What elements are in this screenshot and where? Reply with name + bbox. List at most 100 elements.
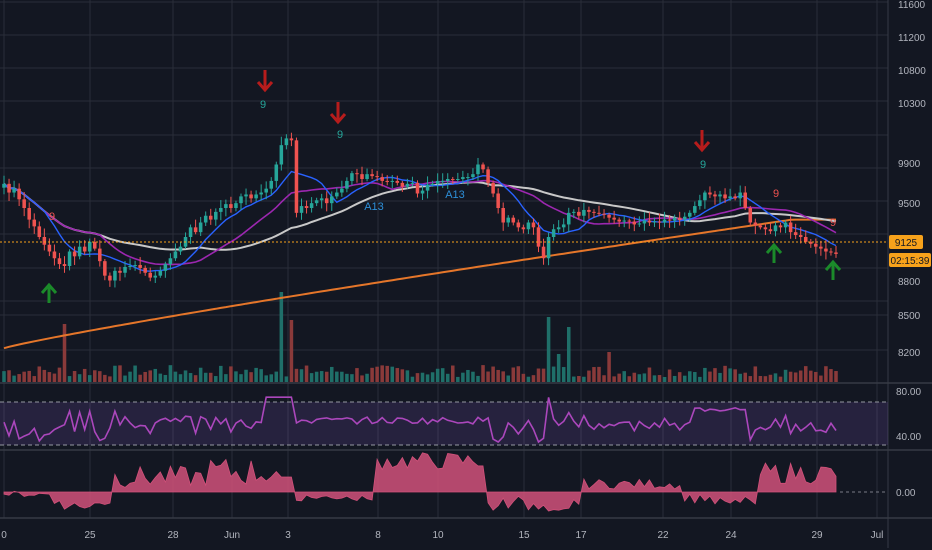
candle[interactable]	[289, 132, 294, 147]
candle[interactable]	[486, 166, 490, 188]
candle[interactable]	[693, 201, 697, 216]
candle[interactable]	[632, 216, 637, 232]
candle[interactable]	[577, 207, 581, 220]
candle[interactable]	[12, 180, 16, 198]
candle[interactable]	[193, 219, 198, 235]
candle[interactable]	[234, 200, 238, 212]
candle[interactable]	[521, 224, 526, 234]
candle[interactable]	[738, 185, 742, 207]
candle[interactable]	[178, 241, 183, 255]
candle[interactable]	[198, 216, 203, 236]
candle[interactable]	[768, 223, 773, 234]
candle[interactable]	[814, 238, 818, 254]
candle[interactable]	[108, 272, 112, 287]
candle[interactable]	[758, 223, 763, 230]
candle[interactable]	[370, 169, 374, 180]
candle[interactable]	[420, 185, 425, 200]
candle[interactable]	[647, 212, 652, 226]
candle[interactable]	[355, 168, 359, 183]
candle[interactable]	[546, 232, 551, 266]
candle[interactable]	[556, 220, 561, 233]
candle[interactable]	[203, 211, 208, 227]
candle[interactable]	[677, 211, 682, 226]
candle[interactable]	[158, 266, 163, 278]
candle[interactable]	[138, 257, 142, 274]
candle[interactable]	[536, 222, 541, 253]
candle[interactable]	[103, 258, 107, 281]
candle[interactable]	[602, 209, 606, 219]
candle[interactable]	[572, 209, 576, 219]
candle[interactable]	[597, 205, 601, 217]
candle[interactable]	[269, 177, 274, 195]
candle[interactable]	[62, 256, 67, 273]
oscillator-pane[interactable]	[3, 452, 888, 512]
candle[interactable]	[793, 223, 798, 240]
candle[interactable]	[208, 208, 213, 225]
candle[interactable]	[819, 240, 823, 256]
candle[interactable]	[7, 178, 11, 202]
candle[interactable]	[461, 170, 465, 184]
candle[interactable]	[748, 205, 753, 226]
candle[interactable]	[440, 173, 445, 188]
candle[interactable]	[163, 261, 168, 278]
candle[interactable]	[607, 212, 611, 223]
candle[interactable]	[219, 200, 223, 221]
candle[interactable]	[244, 188, 248, 205]
candle[interactable]	[52, 244, 57, 266]
candle[interactable]	[703, 190, 707, 209]
candlesticks[interactable]	[2, 132, 838, 288]
candle[interactable]	[511, 215, 516, 226]
candle[interactable]	[637, 216, 642, 227]
candle[interactable]	[299, 198, 304, 220]
candle[interactable]	[773, 221, 778, 237]
candle[interactable]	[582, 202, 586, 223]
candle[interactable]	[834, 245, 838, 258]
candle[interactable]	[350, 170, 354, 186]
candle[interactable]	[587, 206, 591, 219]
candle[interactable]	[592, 209, 596, 218]
candle[interactable]	[657, 213, 662, 230]
candle[interactable]	[526, 219, 531, 234]
candle[interactable]	[128, 258, 132, 271]
candle[interactable]	[380, 173, 384, 187]
candle[interactable]	[400, 180, 405, 192]
candle[interactable]	[445, 173, 450, 190]
candle[interactable]	[98, 240, 102, 267]
candle[interactable]	[279, 136, 284, 171]
candle[interactable]	[733, 193, 737, 201]
candle[interactable]	[824, 240, 828, 260]
candle[interactable]	[829, 248, 833, 256]
candle[interactable]	[612, 210, 616, 224]
candle[interactable]	[47, 238, 52, 257]
candle[interactable]	[809, 239, 813, 248]
candle[interactable]	[390, 175, 395, 189]
candle[interactable]	[672, 214, 677, 228]
candle[interactable]	[2, 175, 6, 195]
candle[interactable]	[541, 238, 546, 265]
candle[interactable]	[335, 187, 339, 199]
candle[interactable]	[113, 267, 117, 288]
candle[interactable]	[456, 172, 460, 183]
candle[interactable]	[67, 249, 72, 271]
candle[interactable]	[123, 260, 127, 278]
candle[interactable]	[723, 188, 727, 203]
candle[interactable]	[143, 265, 147, 276]
candle[interactable]	[249, 190, 253, 203]
candle[interactable]	[22, 192, 26, 217]
candle[interactable]	[239, 193, 243, 210]
candle[interactable]	[42, 228, 47, 251]
candle[interactable]	[516, 219, 521, 232]
candle[interactable]	[133, 260, 137, 271]
candle[interactable]	[375, 170, 379, 182]
candle[interactable]	[294, 137, 299, 218]
candle[interactable]	[622, 215, 626, 228]
candle[interactable]	[324, 191, 329, 212]
candle[interactable]	[153, 271, 158, 283]
candle[interactable]	[531, 218, 536, 235]
candle[interactable]	[385, 175, 389, 186]
candle[interactable]	[425, 176, 430, 199]
candle[interactable]	[319, 193, 324, 209]
candle[interactable]	[188, 224, 193, 244]
candle[interactable]	[435, 173, 440, 193]
